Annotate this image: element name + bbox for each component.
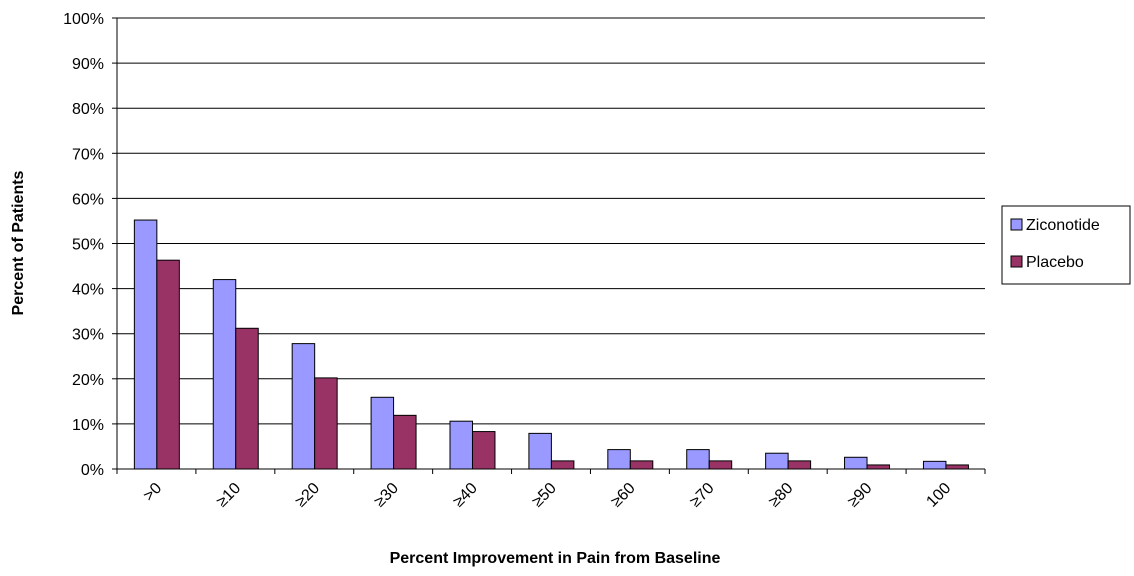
bar-ziconotide-3	[370, 396, 395, 470]
legend-box	[1001, 205, 1131, 285]
bar-placebo-4	[471, 431, 496, 470]
bar-placebo-8	[787, 460, 812, 470]
bar-ziconotide-2	[291, 343, 316, 470]
bar-ziconotide-0	[133, 219, 158, 470]
gridlines	[112, 17, 985, 470]
y-tick-label: 60%	[72, 191, 104, 208]
y-tick-label: 70%	[72, 146, 104, 163]
y-tick-label: 100%	[63, 11, 104, 28]
x-tick-labels: >0 ≥10 ≥20 ≥30 ≥40 ≥50 ≥60 ≥70 ≥80 ≥90 100	[140, 480, 954, 511]
axes	[116, 18, 986, 474]
bar-ziconotide-8	[765, 452, 789, 470]
legend-label-placebo: Placebo	[1026, 254, 1084, 271]
bar-ziconotide-7	[686, 449, 710, 470]
y-tick-label: 90%	[72, 56, 104, 73]
bar-ziconotide-1	[212, 279, 237, 470]
x-tick-label: >0	[140, 480, 165, 505]
bar-placebo-6	[629, 460, 654, 470]
x-tick-label: ≥40	[450, 480, 481, 511]
bar-placebo-10	[945, 464, 969, 470]
y-tick-label: 50%	[72, 237, 104, 254]
y-tick-label: 10%	[72, 417, 104, 434]
x-tick-label: ≥60	[608, 480, 639, 511]
bar-placebo-5	[550, 460, 575, 470]
x-tick-label: ≥90	[845, 480, 876, 511]
bar-placebo-3	[393, 414, 417, 470]
x-axis-title: Percent Improvement in Pain from Baselin…	[390, 550, 721, 567]
x-tick-label: ≥20	[292, 480, 323, 511]
legend-swatch-ziconotide	[1010, 218, 1023, 231]
y-tick-label: 80%	[72, 101, 104, 118]
bar-placebo-0	[156, 259, 180, 470]
bar-ziconotide-6	[607, 449, 631, 470]
bar-placebo-1	[235, 327, 259, 470]
bar-ziconotide-4	[449, 420, 473, 470]
y-tick-label: 40%	[72, 282, 104, 299]
y-tick-label: 0%	[81, 462, 104, 479]
x-tick-label: ≥10	[213, 480, 244, 511]
bar-ziconotide-10	[922, 460, 947, 470]
y-axis-title: Percent of Patients	[10, 170, 27, 315]
bar-placebo-9	[866, 464, 891, 470]
y-tick-label: 30%	[72, 327, 104, 344]
bar-ziconotide-5	[528, 432, 552, 470]
x-tick-label: ≥50	[529, 480, 560, 511]
x-tick-label: 100	[923, 480, 954, 511]
x-tick-label: ≥80	[766, 480, 797, 511]
bar-placebo-7	[708, 460, 733, 470]
y-tick-label: 20%	[72, 372, 104, 389]
bars	[133, 219, 969, 470]
legend: Ziconotide Placebo	[1001, 205, 1131, 285]
x-tick-label: ≥30	[371, 480, 402, 511]
legend-label-ziconotide: Ziconotide	[1026, 217, 1100, 234]
bar-ziconotide-9	[844, 456, 868, 470]
legend-swatch-placebo	[1010, 255, 1023, 268]
bar-placebo-2	[314, 377, 338, 470]
x-tick-label: ≥70	[687, 480, 718, 511]
y-tick-labels: 0% 10% 20% 30% 40% 50% 60% 70% 80% 90% 100%	[63, 11, 104, 479]
